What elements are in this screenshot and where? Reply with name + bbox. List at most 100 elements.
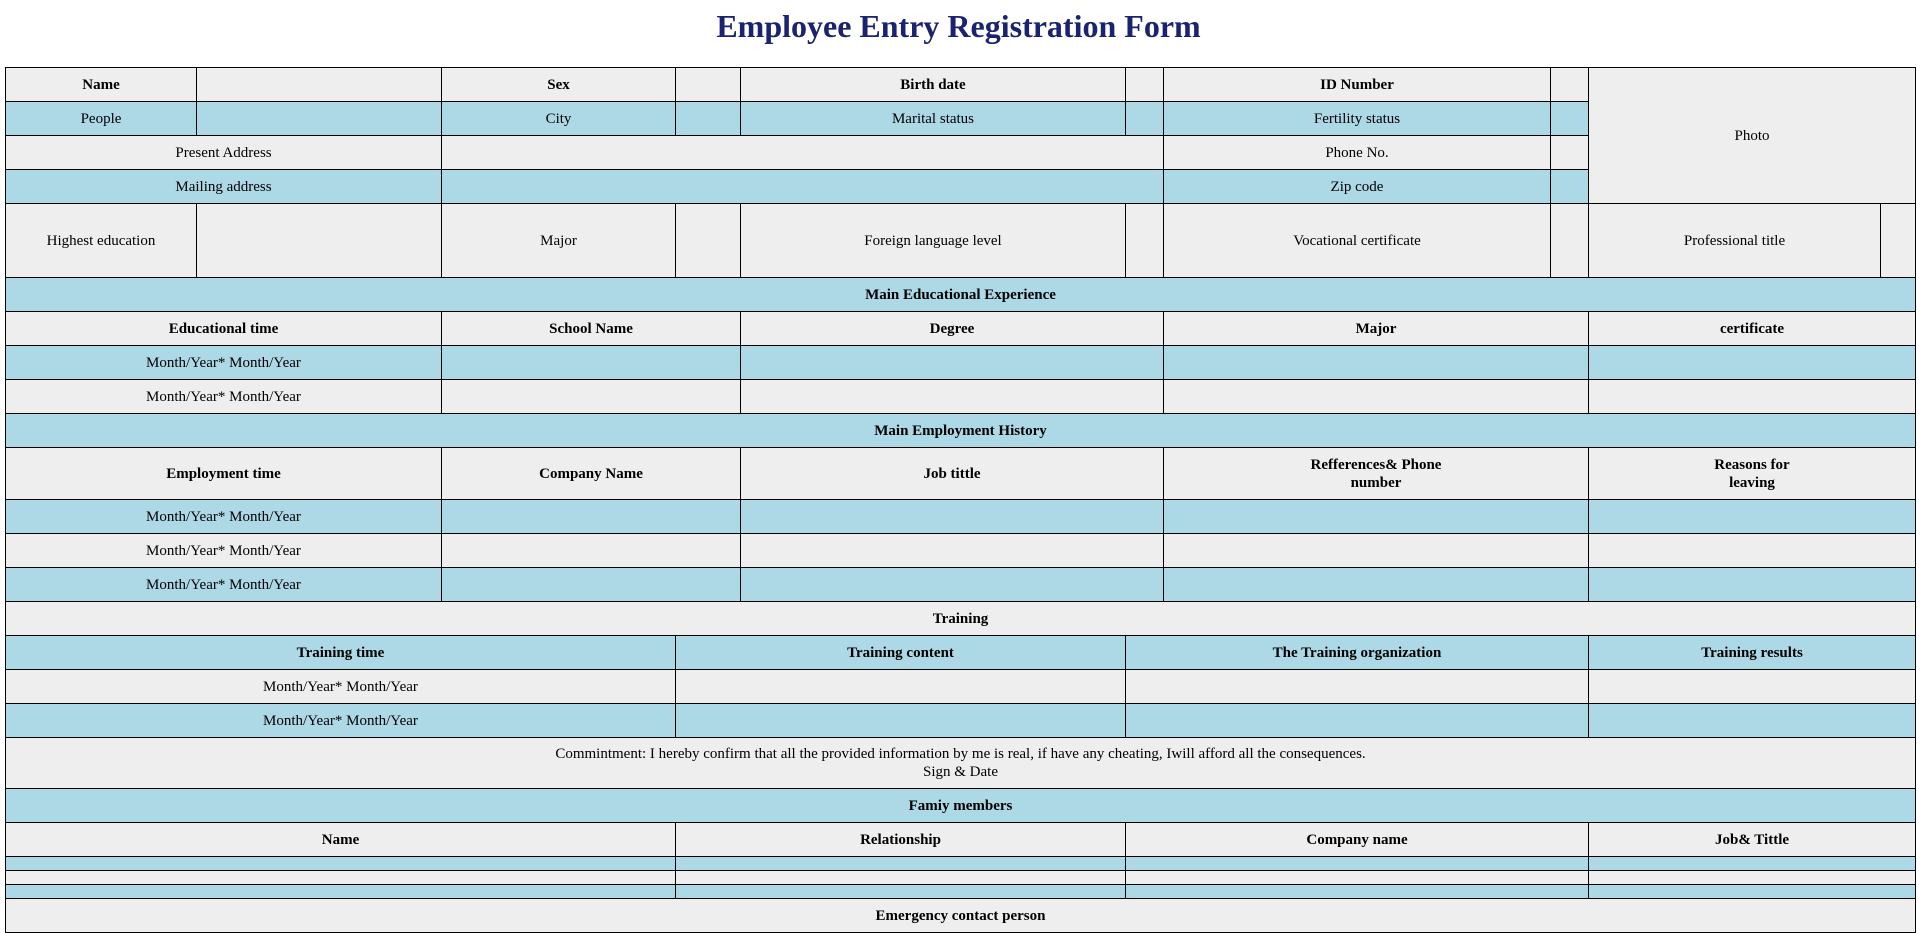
education-header: Degree [740, 311, 1164, 346]
reasons-field[interactable] [1587, 567, 1917, 602]
form-title: Employee Entry Registration Form [716, 8, 1201, 44]
family-name-field[interactable] [5, 884, 676, 899]
phone-no-field[interactable] [1550, 135, 1589, 170]
training-results-field[interactable] [1587, 669, 1917, 704]
company-name-field[interactable] [441, 533, 741, 568]
references-field[interactable] [1163, 499, 1589, 534]
photo-box[interactable]: Photo [1587, 67, 1917, 204]
zip-code-label: Zip code [1163, 169, 1551, 204]
education-header: Educational time [5, 311, 442, 346]
vocational-certificate-field[interactable] [1550, 203, 1589, 278]
training-content-field[interactable] [675, 703, 1126, 738]
family-relationship-field[interactable] [675, 870, 1126, 885]
degree-field[interactable] [740, 345, 1164, 380]
emergency-section-title: Emergency contact person [4, 898, 1917, 933]
employment-time[interactable]: Month/Year* Month/Year [5, 499, 442, 534]
fertility-status-field[interactable] [1550, 101, 1589, 136]
family-name-field[interactable] [5, 856, 676, 871]
employment-header: Employment time [5, 447, 442, 500]
employment-header: Job tittle [740, 447, 1164, 500]
school-name-field[interactable] [441, 379, 741, 414]
highest-education-field[interactable] [196, 203, 442, 278]
training-time[interactable]: Month/Year* Month/Year [5, 703, 676, 738]
mailing-address-field[interactable] [441, 169, 1164, 204]
training-header: Training time [5, 635, 676, 670]
training-header: The Training organization [1125, 635, 1589, 670]
family-section-title: Famiy members [4, 788, 1917, 823]
family-job-field[interactable] [1587, 870, 1917, 885]
employment-row: Month/Year* Month/Year [5, 567, 1917, 602]
family-company-field[interactable] [1125, 856, 1589, 871]
phone-no-label: Phone No. [1163, 135, 1551, 170]
family-header: Name [5, 822, 676, 857]
family-row [5, 870, 1917, 885]
training-organization-field[interactable] [1125, 669, 1589, 704]
degree-field[interactable] [740, 379, 1164, 414]
education-time[interactable]: Month/Year* Month/Year [5, 345, 442, 380]
major-field[interactable] [1163, 379, 1589, 414]
company-name-field[interactable] [441, 499, 741, 534]
education-header: School Name [441, 311, 741, 346]
school-name-field[interactable] [441, 345, 741, 380]
present-address-field[interactable] [441, 135, 1164, 170]
zip-code-field[interactable] [1550, 169, 1589, 204]
training-row: Month/Year* Month/Year [5, 669, 1917, 704]
family-company-field[interactable] [1125, 870, 1589, 885]
professional-title-field[interactable] [1879, 203, 1917, 278]
major-label: Major [441, 203, 676, 278]
education-row: Month/Year* Month/Year [5, 345, 1917, 380]
employment-time[interactable]: Month/Year* Month/Year [5, 567, 442, 602]
city-field[interactable] [675, 101, 741, 136]
family-name-field[interactable] [5, 870, 676, 885]
employment-header: Reasons for leaving [1587, 447, 1917, 500]
id-number-label: ID Number [1163, 67, 1551, 102]
marital-status-field[interactable] [1125, 101, 1164, 136]
major-field[interactable] [675, 203, 741, 278]
family-relationship-field[interactable] [675, 884, 1126, 899]
sign-date: Sign & Date [923, 764, 998, 780]
family-row [5, 856, 1917, 871]
job-title-field[interactable] [740, 567, 1164, 602]
education-header: Major [1163, 311, 1589, 346]
name-field[interactable] [196, 67, 442, 102]
foreign-language-field[interactable] [1125, 203, 1164, 278]
education-time[interactable]: Month/Year* Month/Year [5, 379, 442, 414]
company-name-field[interactable] [441, 567, 741, 602]
registration-table: Name Sex Birth date ID Number Photo Peop… [4, 67, 1917, 933]
employment-row: Month/Year* Month/Year [5, 499, 1917, 534]
certificate-field[interactable] [1587, 379, 1917, 414]
job-title-field[interactable] [740, 499, 1164, 534]
vocational-certificate-label: Vocational certificate [1163, 203, 1551, 278]
birth-date-field[interactable] [1125, 67, 1164, 102]
training-header: Training content [675, 635, 1126, 670]
highest-education-label: Highest education [5, 203, 197, 278]
training-row: Month/Year* Month/Year [5, 703, 1917, 738]
certificate-field[interactable] [1587, 345, 1917, 380]
id-number-field[interactable] [1550, 67, 1589, 102]
references-field[interactable] [1163, 567, 1589, 602]
family-job-field[interactable] [1587, 856, 1917, 871]
city-label: City [441, 101, 676, 136]
major-field[interactable] [1163, 345, 1589, 380]
family-company-field[interactable] [1125, 884, 1589, 899]
training-organization-field[interactable] [1125, 703, 1589, 738]
family-row [5, 884, 1917, 899]
employment-time[interactable]: Month/Year* Month/Year [5, 533, 442, 568]
birth-date-label: Birth date [740, 67, 1126, 102]
training-time[interactable]: Month/Year* Month/Year [5, 669, 676, 704]
sex-field[interactable] [675, 67, 741, 102]
employment-row: Month/Year* Month/Year [5, 533, 1917, 568]
training-results-field[interactable] [1587, 703, 1917, 738]
family-header: Relationship [675, 822, 1126, 857]
training-content-field[interactable] [675, 669, 1126, 704]
family-relationship-field[interactable] [675, 856, 1126, 871]
reasons-field[interactable] [1587, 499, 1917, 534]
references-field[interactable] [1163, 533, 1589, 568]
education-section-title: Main Educational Experience [4, 277, 1917, 312]
people-field[interactable] [196, 101, 442, 136]
education-row: Month/Year* Month/Year [5, 379, 1917, 414]
professional-title-label: Professional title [1588, 203, 1881, 278]
job-title-field[interactable] [740, 533, 1164, 568]
reasons-field[interactable] [1587, 533, 1917, 568]
family-job-field[interactable] [1587, 884, 1917, 899]
